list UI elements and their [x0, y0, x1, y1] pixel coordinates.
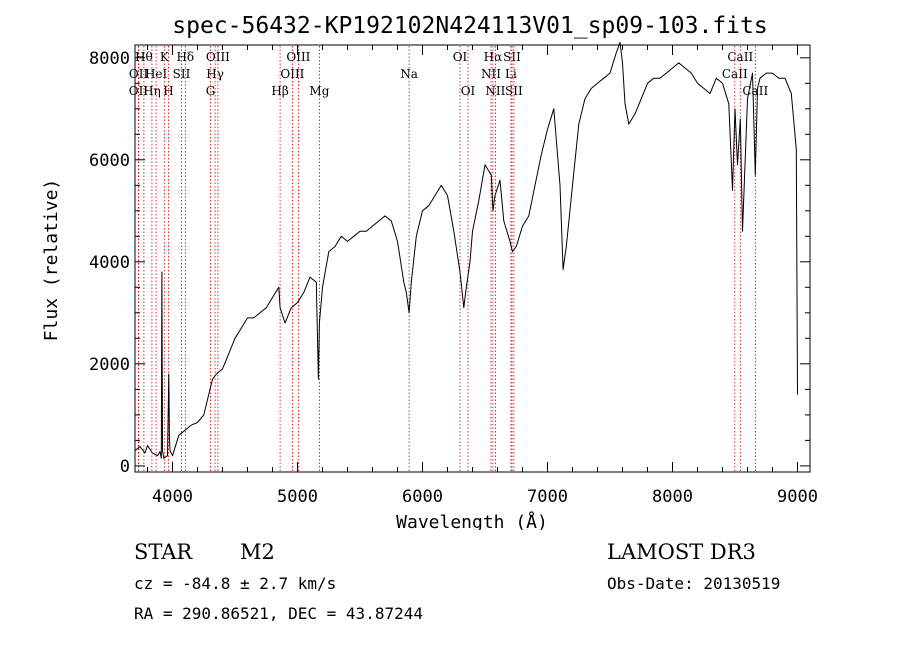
y-tick-label: 0	[120, 457, 130, 477]
y-tick-label: 2000	[89, 355, 130, 375]
line-marker-label: OIII	[280, 67, 304, 81]
line-marker-label: SII	[505, 84, 523, 98]
x-tick-label: 5000	[277, 487, 318, 507]
line-marker-layer: OIIOIIHθHηHeIKHSIIHδGHγOIIIHβOIIIOIIIMgN…	[129, 46, 768, 471]
line-marker-label: OIII	[206, 50, 230, 64]
line-marker-label: SII	[173, 67, 191, 81]
coordinates: RA = 290.86521, DEC = 43.87244	[134, 604, 423, 623]
line-marker-label: OI	[453, 50, 468, 64]
line-marker-label: NII	[481, 67, 501, 81]
line-marker-label: Hβ	[271, 84, 288, 98]
line-marker-label: Na	[400, 67, 418, 81]
object-class: STAR	[134, 540, 193, 564]
line-marker-label: Hδ	[176, 50, 194, 64]
line-marker-label: SII	[503, 50, 521, 64]
survey-name: LAMOST DR3	[607, 540, 756, 564]
line-marker-label: OIII	[286, 50, 310, 64]
tick-layer: 4000 5000 6000 7000 8000 9000 0 2000 4000 6000 800…	[89, 45, 818, 507]
line-marker-label: H	[163, 84, 173, 98]
line-marker-label: Li	[505, 67, 517, 81]
x-tick-label: 4000	[152, 487, 193, 507]
x-tick-label: 6000	[402, 487, 443, 507]
y-tick-label: 8000	[89, 49, 130, 69]
line-marker-label: OII	[129, 84, 149, 98]
plot-frame	[134, 44, 811, 473]
line-marker-label: Hα	[484, 50, 503, 64]
line-marker-label: Hγ	[206, 67, 224, 81]
x-tick-label: 9000	[777, 487, 818, 507]
chart-title: spec-56432-KP192102N424113V01_sp09-103.f…	[172, 13, 767, 39]
spectrum-line	[134, 41, 798, 459]
y-tick-label: 4000	[89, 253, 130, 273]
line-marker-label: NII	[485, 84, 505, 98]
line-marker-label: G	[206, 84, 216, 98]
x-axis-label: Wavelength (Å)	[396, 511, 548, 530]
spectrum-layer	[134, 41, 798, 459]
y-axis-label: Flux (relative)	[41, 179, 62, 342]
line-marker-label: Hθ	[135, 50, 153, 64]
object-subclass: M2	[240, 540, 275, 564]
line-marker-label: Mg	[309, 84, 329, 98]
line-marker-label: CaII	[742, 84, 768, 98]
redshift-cz: cz = -84.8 ± 2.7 km/s	[134, 574, 337, 593]
x-tick-label: 8000	[652, 487, 693, 507]
line-marker-label: CaII	[722, 67, 748, 81]
line-marker-label: Hη	[143, 84, 161, 98]
line-marker-label: CaII	[727, 50, 753, 64]
line-marker-label: HeI	[145, 67, 168, 81]
y-tick-label: 6000	[89, 151, 130, 171]
spectrum-chart: spec-56432-KP192102N424113V01_sp09-103.f…	[41, 13, 818, 530]
x-tick-label: 7000	[527, 487, 568, 507]
line-marker-label: K	[160, 50, 170, 64]
line-marker-label: OI	[461, 84, 476, 98]
observation-date: Obs-Date: 20130519	[607, 574, 781, 593]
